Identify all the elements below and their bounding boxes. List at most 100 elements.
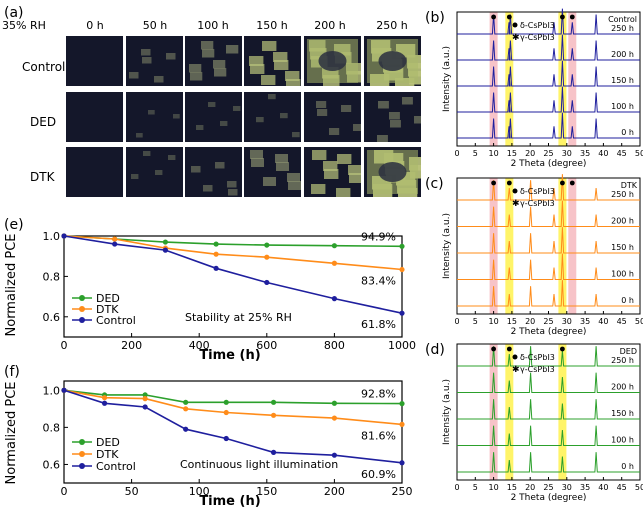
b-xtick-label: 45 xyxy=(617,149,627,158)
c-xtick-label: 15 xyxy=(507,317,517,326)
panel-f-letter: (f) xyxy=(4,364,20,380)
photo-degradation-spot xyxy=(233,106,241,111)
time-col-2: 100 h xyxy=(197,19,228,32)
c-gamma-band xyxy=(558,178,567,314)
photo-degradation-spot xyxy=(390,120,401,128)
c-xtick-label: 40 xyxy=(598,317,608,326)
f-annotation: Continuous light illumination xyxy=(180,458,338,471)
photo-degradation-spot xyxy=(136,133,143,138)
photo-degradation-spot xyxy=(285,71,300,81)
c-trace xyxy=(457,253,640,280)
photo-ded-2 xyxy=(185,92,242,142)
b-delta-marker xyxy=(569,14,575,20)
e-point-dtk xyxy=(264,254,270,260)
photo-degradation-spot xyxy=(155,170,163,175)
f-legend-dtk-marker xyxy=(79,451,85,457)
b-gamma-marker xyxy=(560,14,565,20)
c-xtick-label: 35 xyxy=(580,317,590,326)
b-trace-label: 150 h xyxy=(611,76,634,85)
f-xlabel: Time (h) xyxy=(199,494,260,509)
d-xtick-label: 15 xyxy=(507,483,517,492)
photo-degradation-spot xyxy=(214,68,227,77)
photo-control-0 xyxy=(66,36,123,86)
photo-degradation-spot xyxy=(287,173,300,182)
b-ylabel: Intensity (a.u.) xyxy=(442,46,452,112)
time-col-5: 250 h xyxy=(376,19,407,32)
photo-degradation-spot xyxy=(190,72,203,81)
f-point-dtk xyxy=(270,412,277,418)
d-trace-label: 150 h xyxy=(611,409,634,418)
time-col-1: 50 h xyxy=(143,19,167,32)
photo-degradation-spot xyxy=(203,185,213,192)
e-xtick-label: 600 xyxy=(256,339,277,352)
photo-degradation-spot xyxy=(341,105,352,112)
c-xtick-label: 5 xyxy=(473,317,478,326)
b-legend-gamma: γ-CsPbI3 xyxy=(520,33,555,42)
time-col-4: 200 h xyxy=(314,19,345,32)
f-point-control xyxy=(61,387,67,393)
c-xtick-label: 25 xyxy=(543,317,553,326)
photo-degradation-spot xyxy=(261,75,276,85)
photo-degradation-spot xyxy=(311,184,326,194)
c-ylabel: Intensity (a.u.) xyxy=(442,213,452,279)
f-point-dtk xyxy=(101,395,108,401)
photo-ded-3 xyxy=(244,92,301,142)
e-point-control xyxy=(112,241,118,247)
e-ytick-label: 0.8 xyxy=(43,270,61,283)
photo-degradation-spot xyxy=(348,165,361,175)
e-end-label-control: 61.8% xyxy=(361,318,396,331)
photo-degradation-spot xyxy=(196,125,204,130)
e-point-ded xyxy=(213,241,219,247)
e-point-control xyxy=(61,233,67,239)
d-xtick-label: 30 xyxy=(562,483,572,492)
c-trace xyxy=(457,280,640,307)
b-legend-delta: δ-CsPbI3 xyxy=(520,21,555,30)
f-point-dtk xyxy=(223,409,229,416)
c-xlabel: 2 Theta (degree) xyxy=(511,327,587,337)
b-xlabel: 2 Theta (degree) xyxy=(511,159,587,169)
b-trace xyxy=(457,34,640,61)
e-plot-frame xyxy=(63,235,403,338)
d-xtick-label: 40 xyxy=(598,483,608,492)
b-legend-gamma-marker: ✱ xyxy=(512,33,520,43)
d-xtick-label: 20 xyxy=(525,483,535,492)
photo-degradation-spot xyxy=(256,117,264,123)
photo-dtk-1 xyxy=(126,147,183,197)
photo-degradation-spot xyxy=(377,135,388,142)
d-trace xyxy=(457,452,640,473)
b-xtick-label: 25 xyxy=(543,149,553,158)
c-legend-delta-marker xyxy=(512,188,518,194)
b-legend-delta-marker xyxy=(512,22,518,28)
b-trace-label: 0 h xyxy=(621,128,634,137)
f-point-control xyxy=(399,460,405,466)
e-point-dtk xyxy=(399,266,405,273)
f-ylabel: Normalized PCE xyxy=(4,382,19,485)
e-point-ded xyxy=(264,242,270,248)
photo-dark-residue xyxy=(378,51,407,71)
e-ytick-label: 0.6 xyxy=(43,311,61,324)
c-trace-label: 150 h xyxy=(611,243,634,252)
panel-a-letter: (a) xyxy=(4,5,24,21)
c-delta-marker xyxy=(569,180,575,186)
b-gamma-marker xyxy=(506,14,512,20)
d-gamma-marker xyxy=(506,346,512,352)
f-end-label-control: 60.9% xyxy=(361,468,396,481)
b-gamma-band xyxy=(558,12,567,146)
d-trace-label: 200 h xyxy=(611,383,634,392)
photo-degradation-spot xyxy=(143,151,151,156)
d-gamma-band xyxy=(558,344,567,480)
e-point-ded xyxy=(331,243,337,249)
f-point-dtk xyxy=(399,421,405,427)
c-trace xyxy=(457,174,640,201)
time-col-0: 0 h xyxy=(86,19,103,32)
b-xtick-label: 0 xyxy=(454,149,459,158)
time-col-3: 150 h xyxy=(256,19,287,32)
d-delta-marker xyxy=(491,346,496,352)
panel-b-xrd: 250 h 200 h 150 h 100 h 0 h δ-CsPbI3✱ γ-CsPbI3… xyxy=(425,8,643,169)
photo-dark-residue xyxy=(378,162,407,182)
c-legend-delta: δ-CsPbI3 xyxy=(520,187,555,196)
photo-degradation-spot xyxy=(263,177,276,186)
photo-degradation-spot xyxy=(262,41,277,51)
d-trace-label: 250 h xyxy=(611,356,634,365)
c-legend-gamma-marker: ✱ xyxy=(512,199,520,209)
